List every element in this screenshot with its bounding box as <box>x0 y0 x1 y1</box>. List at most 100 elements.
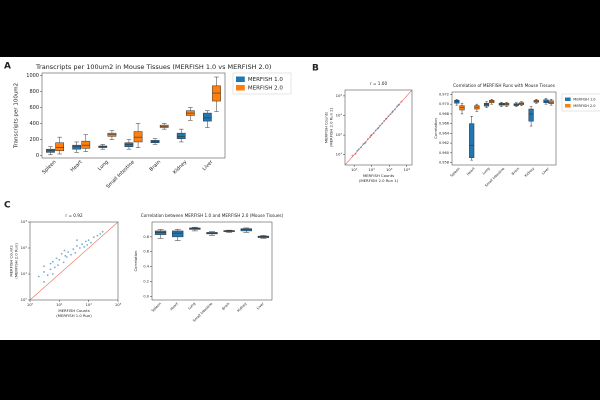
point <box>51 273 54 275</box>
x-tick-label: Kidney <box>524 167 535 178</box>
box <box>55 142 65 152</box>
panel-label: A <box>4 62 11 72</box>
box <box>81 140 91 149</box>
x-tick-label: 10⁴ <box>404 167 411 172</box>
x-tick-label: Lung <box>187 302 196 311</box>
point <box>65 256 68 258</box>
y-tick-label: 1000 <box>26 73 39 79</box>
y-tick-label: 0.6 <box>143 250 149 254</box>
y-tick-label: 10⁰ <box>21 297 28 302</box>
point <box>57 264 59 266</box>
point <box>63 249 66 252</box>
panel-label: C <box>4 201 11 211</box>
identity-line <box>344 89 413 166</box>
box <box>469 123 475 158</box>
chart-title: Transcripts per 100um2 in Mouse Tissues … <box>35 63 271 71</box>
x-tick-label: Heart <box>169 301 179 311</box>
y-axis-label: Correlation <box>133 250 138 272</box>
y-tick-label: 0.4 <box>143 265 149 269</box>
point <box>43 280 45 283</box>
point <box>78 247 81 249</box>
box <box>202 112 212 122</box>
chart-title: Correlation of MERFISH Runs with Mouse T… <box>453 83 555 88</box>
box <box>133 131 143 143</box>
point <box>86 244 89 246</box>
identity-line <box>29 221 119 301</box>
y-axis-label: Correlation <box>433 117 438 139</box>
x-axis-label: (MERFISH 2.0 Run 1) <box>359 178 399 183</box>
point <box>46 274 49 277</box>
point <box>74 251 77 254</box>
box <box>483 102 490 107</box>
y-tick-label: 0.8 <box>143 235 149 239</box>
x-tick-label: 10² <box>85 302 92 307</box>
x-tick-label: Lung <box>482 167 491 176</box>
y-tick-label: 0.968 <box>439 112 449 116</box>
box <box>176 132 186 140</box>
point <box>58 258 61 261</box>
point <box>96 234 99 237</box>
y-tick-label: 10⁴ <box>336 93 343 98</box>
point <box>62 261 65 264</box>
y-tick-label: 0.964 <box>439 131 450 135</box>
point <box>43 265 45 268</box>
legend-swatch <box>565 104 571 108</box>
x-tick-label: 10¹ <box>56 302 63 307</box>
box <box>528 108 534 122</box>
y-tick-label: 0.970 <box>439 102 449 106</box>
legend-label: MERFISH 1.0 <box>573 97 595 101</box>
legend-swatch <box>565 97 571 101</box>
y-tick-label: 0.966 <box>439 122 449 126</box>
box <box>154 230 167 235</box>
y-axis-label: (MERFISH 2.0 Run 2) <box>328 107 333 147</box>
point <box>72 248 75 251</box>
x-axis-label: MERFISH Counts <box>58 308 89 313</box>
x-tick-label: 10⁰ <box>27 302 34 307</box>
point <box>60 252 63 255</box>
point <box>99 232 102 235</box>
point <box>49 262 52 265</box>
point <box>37 275 40 278</box>
box <box>240 228 252 232</box>
x-tick-label: Kidney <box>236 302 247 313</box>
x-tick-label: 10¹ <box>351 167 358 172</box>
box <box>212 85 221 102</box>
point <box>83 246 86 248</box>
plot-area <box>41 72 226 159</box>
x-tick-label: Spleen <box>450 167 461 178</box>
point <box>101 230 104 233</box>
x-tick-label: Brain <box>221 302 230 311</box>
x-tick-label: Spleen <box>151 302 162 313</box>
legend-label: MERFISH 2.0 <box>248 85 283 91</box>
point <box>55 257 58 260</box>
y-tick-label: 0.962 <box>439 141 449 145</box>
y-tick-label: 10² <box>21 245 28 250</box>
point <box>70 253 72 256</box>
y-tick-label: 600 <box>29 105 39 111</box>
y-axis-label: Transcripts per 100um2 <box>14 83 20 149</box>
plot-area <box>451 91 557 166</box>
x-axis-label: MERFISH Counts <box>363 173 394 178</box>
plot-area <box>29 221 119 301</box>
y-tick-label: 0.958 <box>439 161 449 165</box>
y-tick-label: 0.960 <box>439 151 449 155</box>
chart-title: r = 0.92 <box>65 213 83 218</box>
figure-background <box>0 57 600 340</box>
x-tick-label: Heart <box>466 166 476 176</box>
y-tick-label: 0 <box>36 153 39 159</box>
box <box>172 230 184 238</box>
point <box>64 254 67 257</box>
x-tick-label: 10³ <box>115 302 122 307</box>
plot-area <box>344 89 413 166</box>
legend-swatch <box>236 85 245 91</box>
y-tick-label: 10³ <box>336 113 343 118</box>
y-axis-label: MERFISH Counts <box>9 245 14 276</box>
y-tick-label: 10¹ <box>336 152 343 157</box>
legend-label: MERFISH 1.0 <box>248 77 283 83</box>
point <box>53 266 56 269</box>
legend-label: MERFISH 2.0 <box>573 104 595 108</box>
box <box>124 142 134 148</box>
x-tick-label: Liver <box>256 301 265 310</box>
y-tick-label: 10² <box>336 132 343 137</box>
